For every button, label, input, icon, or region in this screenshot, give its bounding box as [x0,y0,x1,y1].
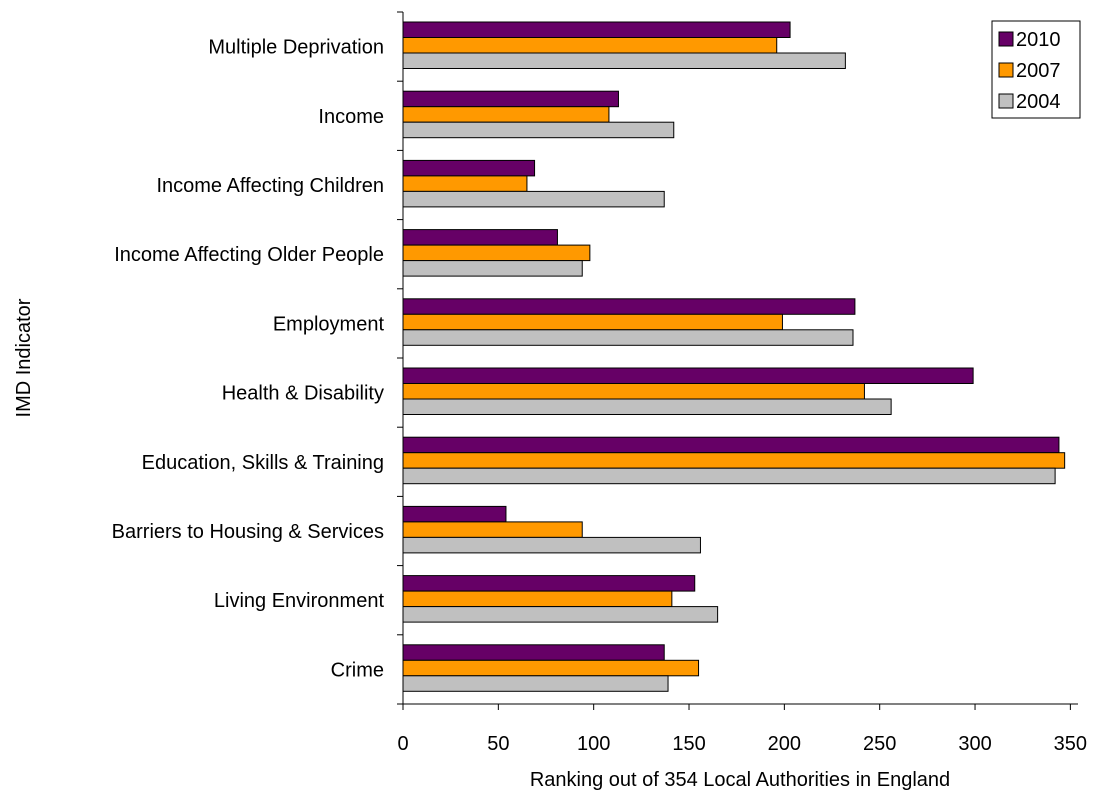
bar-2007-2 [402,106,610,123]
bar-2010-2 [402,90,619,108]
category-label: Education, Skills & Training [142,452,384,474]
legend-swatch-2010 [998,31,1014,47]
bar-2004-3 [402,190,665,208]
bar-2004-7 [402,467,1056,485]
bar-2010-8 [402,505,507,523]
category-label: Income Affecting Older People [114,244,384,266]
bar-2007-5 [402,313,783,331]
x-tick-label: 50 [487,733,509,755]
bar-2007-10 [402,659,700,677]
category-label: Income [318,106,384,128]
category-label: Health & Disability [222,383,384,405]
bar-2007-8 [402,521,583,538]
bar-2010-1 [402,21,791,38]
x-tick-label: 350 [1054,733,1087,755]
bar-2004-1 [402,52,846,69]
bar-2004-2 [402,121,675,139]
bar-2010-4 [402,229,558,246]
x-tick-label: 0 [397,733,408,755]
bar-2007-9 [402,590,673,608]
x-tick-label: 100 [577,733,610,755]
bar-2004-8 [402,536,701,554]
category-label: Employment [273,313,385,335]
bar-2004-6 [402,398,892,415]
x-tick-label: 150 [672,733,705,755]
category-label: Multiple Deprivation [208,37,384,59]
bar-2010-10 [402,644,665,661]
bar-2010-3 [402,159,536,177]
category-label: Barriers to Housing & Services [112,521,384,543]
category-label: Living Environment [214,590,385,612]
bar-2007-4 [402,244,591,262]
legend-label-2010: 2010 [1016,29,1061,51]
bar-2007-1 [402,37,778,54]
bar-2010-7 [402,436,1060,454]
category-label: Income Affecting Children [156,175,384,197]
bar-2010-9 [402,575,696,592]
x-tick-label: 250 [863,733,896,755]
category-label: Crime [331,659,384,681]
x-tick-label: 200 [768,733,801,755]
legend-swatch-2004 [998,93,1014,109]
category-labels: Multiple Deprivation Income Income Affecti… [112,37,385,682]
bar-2007-3 [402,175,528,192]
x-tick-label: 300 [958,733,991,755]
bar-2004-5 [402,329,854,346]
bar-2004-4 [402,260,583,277]
x-axis-title: Ranking out of 354 Local Authorities in … [530,769,950,791]
bar-2010-5 [402,298,856,315]
legend: 2010 2007 2004 [991,20,1081,119]
bar-2004-10 [402,675,669,692]
bar-2007-6 [402,383,865,400]
bar-2010-6 [402,367,974,384]
ticks-layer: 0 50 100 150 200 250 300 350 [397,11,1087,755]
legend-swatch-2007 [998,62,1014,78]
legend-label-2004: 2004 [1016,91,1061,113]
y-axis-title: IMD Indicator [13,298,35,417]
bars-layer [402,21,1066,692]
bar-2004-9 [402,606,719,623]
legend-label-2007: 2007 [1016,60,1061,82]
bar-2007-7 [402,452,1066,469]
